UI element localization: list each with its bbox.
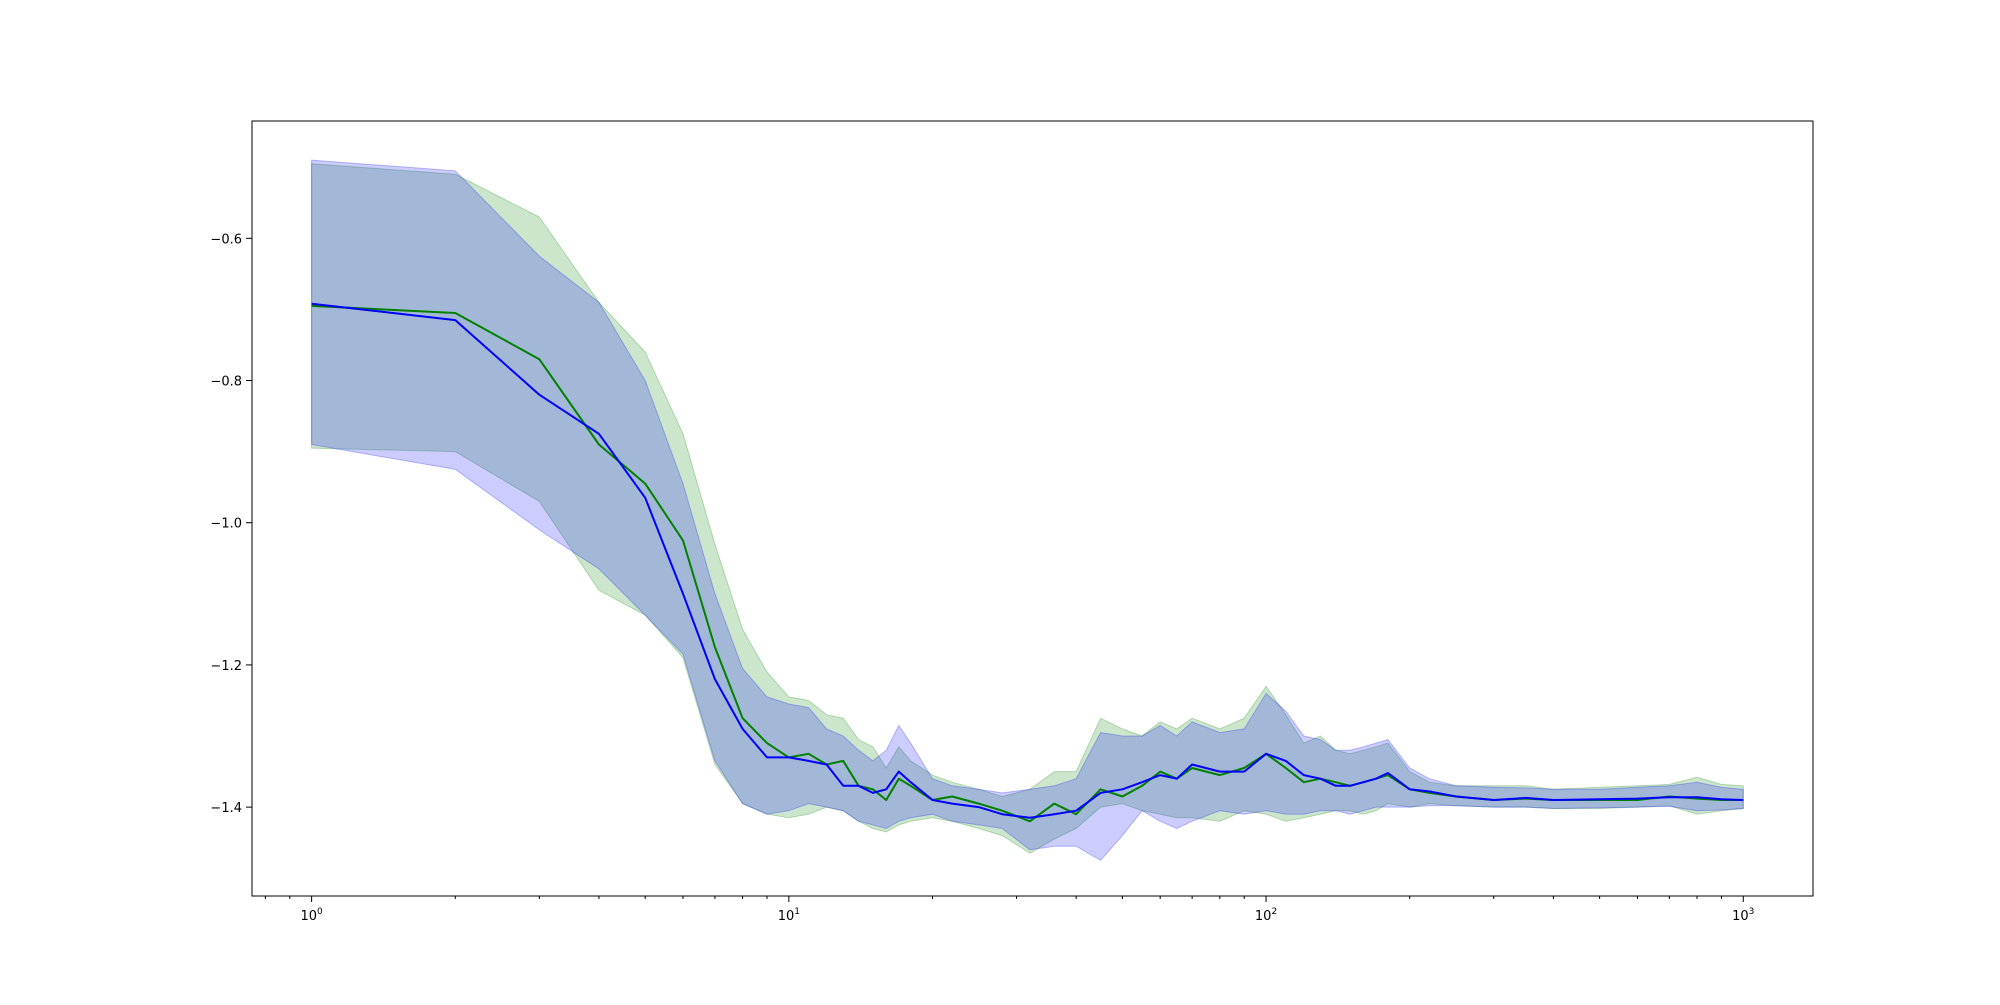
plot-area	[252, 121, 1813, 896]
x-axis: 100 101 102 103	[264, 896, 1754, 924]
x-tick-label: 101	[778, 907, 800, 924]
y-tick-label: −0.6	[210, 232, 242, 247]
y-tick-label: −1.2	[210, 659, 242, 674]
plot-frame	[251, 120, 1814, 897]
series-lines	[311, 302, 1744, 823]
confidence-bands	[311, 159, 1744, 862]
series-0-band	[311, 163, 1744, 854]
x-tick-label: 100	[300, 907, 323, 924]
series-1-band	[311, 159, 1744, 862]
x-tick-label: 103	[1732, 907, 1754, 924]
series-1-line	[311, 302, 1744, 819]
y-tick-label: −1.0	[210, 517, 242, 532]
x-tick-label: 102	[1255, 907, 1277, 924]
y-tick-label: −0.8	[210, 375, 242, 390]
y-tick-label: −1.4	[210, 801, 242, 816]
y-axis: −0.6 −0.8 −1.0 −1.2 −1.4	[210, 232, 252, 816]
